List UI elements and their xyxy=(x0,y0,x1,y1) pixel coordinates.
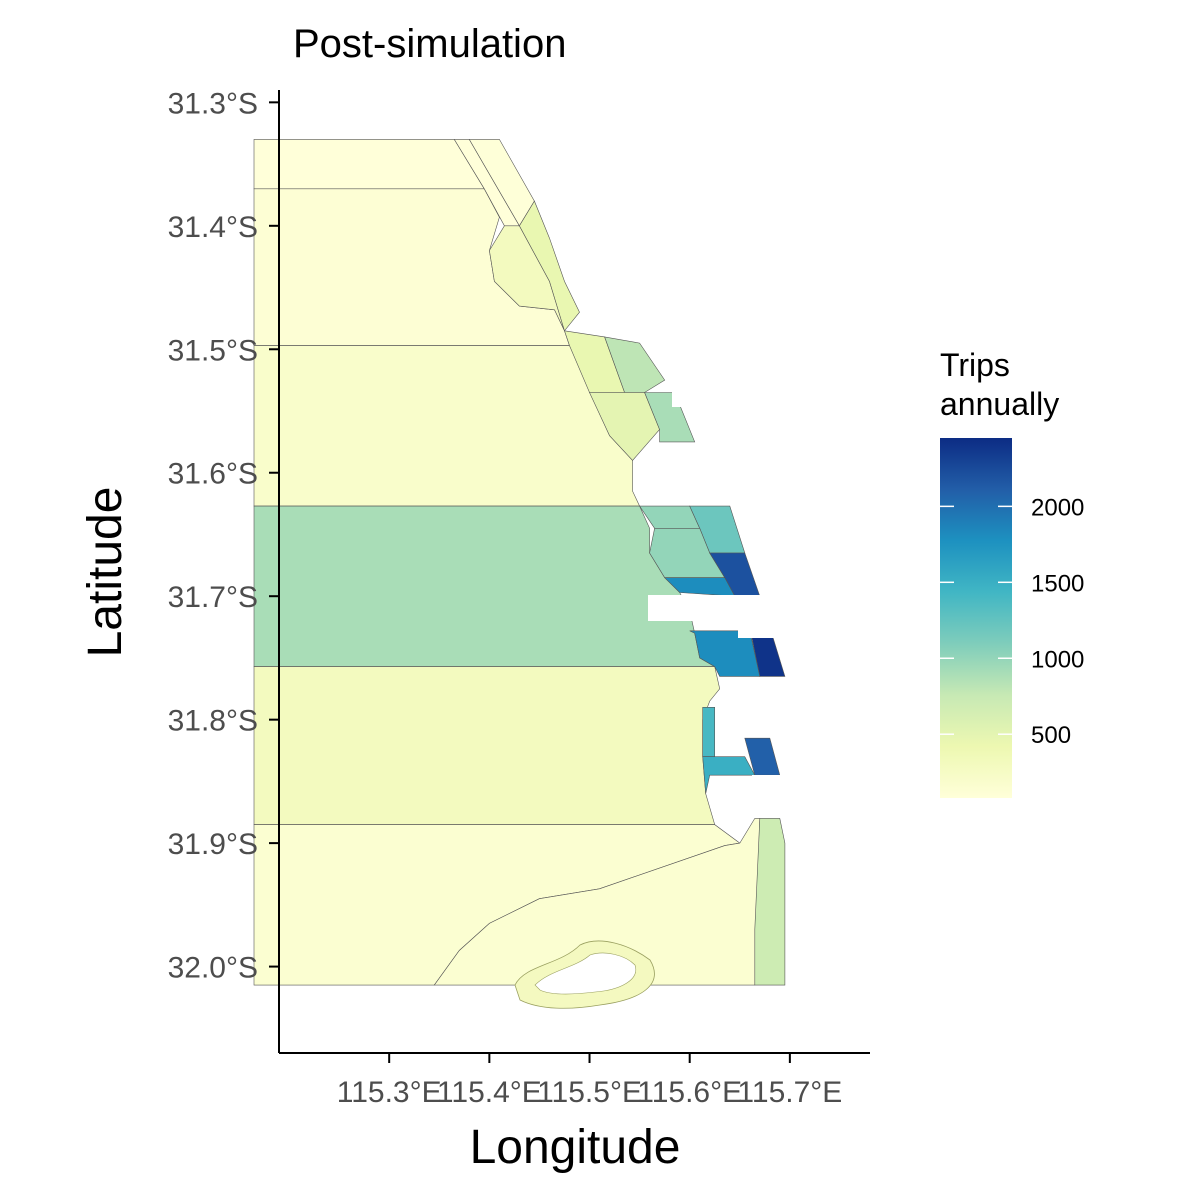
legend-ticks: 500 1000 1500 2000 xyxy=(940,494,1084,749)
legend-tick-label: 1000 xyxy=(1031,646,1084,673)
y-tick-label: 32.0°S xyxy=(168,952,258,985)
y-tick-label: 31.4°S xyxy=(168,211,258,244)
island-lake xyxy=(534,952,637,995)
map-zone xyxy=(253,505,716,667)
y-tick-label: 31.7°S xyxy=(168,581,258,614)
y-tick-label: 31.5°S xyxy=(168,334,258,367)
map-zone xyxy=(253,139,485,190)
y-axis-title: Latitude xyxy=(79,487,132,658)
legend-tick-label: 1500 xyxy=(1031,570,1084,597)
x-tick-label: 115.7°E xyxy=(737,1076,842,1109)
x-tick-label: 115.4°E xyxy=(437,1076,542,1109)
legend-colorbar xyxy=(940,438,1012,798)
legend-tick-label: 2000 xyxy=(1031,494,1084,521)
y-tick-label: 31.6°S xyxy=(168,458,258,491)
x-tick-label: 115.3°E xyxy=(337,1076,442,1109)
mask-rect xyxy=(738,616,796,638)
y-tick-label: 31.3°S xyxy=(168,87,258,120)
x-axis-title: Longitude xyxy=(470,1121,681,1174)
map-zone xyxy=(253,666,721,825)
map-zone xyxy=(639,505,701,529)
map-zones xyxy=(253,139,786,986)
y-tick-label: 31.8°S xyxy=(168,705,258,738)
y-axis-ticks: 31.3°S 31.4°S 31.5°S 31.6°S 31.7°S 31.8°S 31.9… xyxy=(168,87,279,985)
map-zone xyxy=(644,392,696,443)
map-zone xyxy=(702,706,716,758)
map-zone xyxy=(702,756,756,794)
legend-title-line1: Trips xyxy=(940,347,1010,383)
mask-rect xyxy=(738,690,840,734)
legend-title-line2: annually xyxy=(940,386,1059,422)
mask-rect xyxy=(672,385,707,407)
map-zone xyxy=(689,630,761,677)
mask-rect xyxy=(587,305,662,327)
map-zone xyxy=(754,818,786,986)
map-zone xyxy=(604,336,666,393)
legend: Trips annually 500 1000 1500 2000 xyxy=(940,347,1084,798)
land-masks xyxy=(514,305,844,1009)
mask-rect xyxy=(666,455,766,495)
mask-rect xyxy=(752,775,844,813)
map-zone xyxy=(519,200,580,332)
x-tick-label: 115.5°E xyxy=(537,1076,642,1109)
x-tick-label: 115.6°E xyxy=(637,1076,742,1109)
chart-title: Post-simulation xyxy=(293,22,566,66)
map-zone xyxy=(589,392,660,461)
y-tick-label: 31.9°S xyxy=(168,828,258,861)
legend-tick-label: 500 xyxy=(1031,722,1071,749)
